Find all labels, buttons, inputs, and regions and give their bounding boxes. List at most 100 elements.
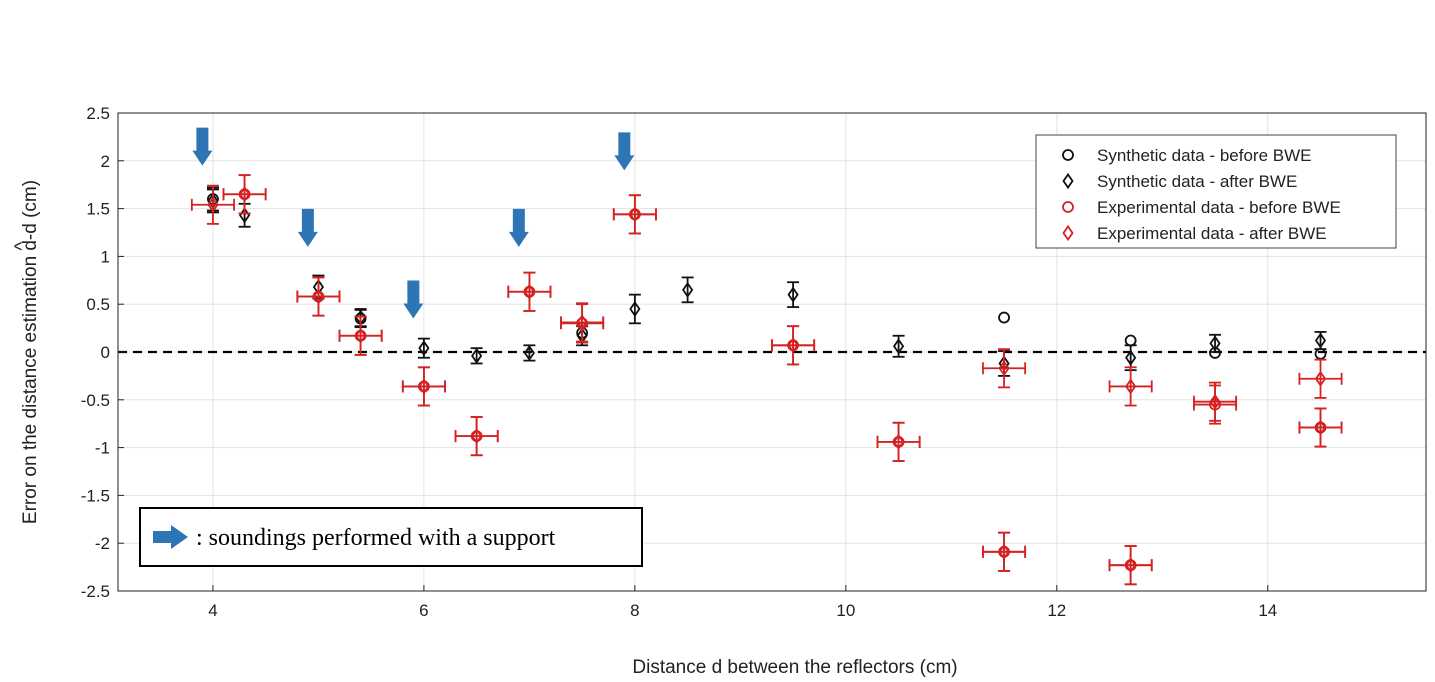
y-tick-label: 2 <box>101 152 110 171</box>
annotation-text: : soundings performed with a support <box>196 525 556 551</box>
diamond-marker <box>1125 349 1137 366</box>
data-point <box>296 276 341 317</box>
arrow-down-icon <box>403 280 424 319</box>
data-point <box>560 302 605 343</box>
data-point <box>507 271 552 312</box>
diamond-marker <box>682 281 694 298</box>
x-tick-label: 6 <box>419 601 428 620</box>
y-tick-label: 0 <box>101 343 110 362</box>
data-point <box>523 344 536 362</box>
y-tick-label: -2 <box>95 534 110 553</box>
y-tick-label: 1.5 <box>86 200 110 219</box>
diamond-marker <box>1314 419 1327 436</box>
diamond-marker <box>998 543 1010 560</box>
arrow-down-icon <box>297 208 318 247</box>
legend-item: Experimental data - before BWE <box>1062 198 1341 217</box>
legend-label: Synthetic data - after BWE <box>1097 172 1297 191</box>
x-tick-label: 8 <box>630 601 639 620</box>
diamond-marker <box>238 186 251 203</box>
diamond-marker <box>998 360 1010 377</box>
data-point <box>1108 545 1153 586</box>
arrow-right-icon <box>153 525 188 549</box>
x-tick-label: 10 <box>836 601 855 620</box>
diamond-marker <box>418 340 430 357</box>
legend-item: Synthetic data - after BWE <box>1062 172 1297 191</box>
circle-marker <box>1062 201 1074 213</box>
series-3 <box>190 174 1343 586</box>
legend-box <box>1035 134 1397 249</box>
data-point <box>1314 331 1327 351</box>
data-point <box>222 174 267 215</box>
legend-label: Experimental data - after BWE <box>1097 224 1327 243</box>
diamond-marker <box>1125 557 1137 574</box>
x-tick-label: 4 <box>208 601 217 620</box>
diamond-marker <box>471 428 483 445</box>
y-tick-label: -1.5 <box>81 486 110 505</box>
data-point <box>982 531 1027 572</box>
arrow-down-icon <box>192 127 213 166</box>
data-point <box>401 366 446 407</box>
legend: Synthetic data - before BWE Synthetic dat… <box>1035 134 1397 249</box>
diamond-marker <box>523 344 535 362</box>
x-axis-label: Distance d between the reflectors (cm) <box>632 657 957 678</box>
diamond-marker <box>787 286 799 303</box>
y-tick-label: -1 <box>95 439 110 458</box>
diamond-marker <box>1209 335 1221 352</box>
data-point <box>876 421 921 462</box>
diamond-marker <box>629 300 641 318</box>
diamond-marker <box>418 378 430 395</box>
arrow-down-icon <box>614 132 635 171</box>
legend-item: Synthetic data - before BWE <box>1062 146 1312 165</box>
data-point <box>982 348 1027 389</box>
diamond-marker <box>471 347 483 364</box>
data-point <box>612 194 657 235</box>
data-point <box>998 311 1010 324</box>
data-point <box>787 281 800 308</box>
data-point <box>1298 358 1343 399</box>
x-tick-label: 14 <box>1258 601 1277 620</box>
y-tick-label: 1 <box>101 247 110 266</box>
diamond-marker <box>892 338 905 355</box>
diamond-marker <box>1062 224 1074 242</box>
diamond-marker <box>1062 172 1074 190</box>
legend-label: Synthetic data - before BWE <box>1097 146 1312 165</box>
y-tick-label: -0.5 <box>81 391 110 410</box>
legend-label: Experimental data - before BWE <box>1097 198 1341 217</box>
data-point <box>470 347 483 365</box>
data-point <box>681 276 694 304</box>
support-arrows <box>192 127 635 319</box>
diamond-marker <box>1314 370 1327 387</box>
x-tick-label: 12 <box>1047 601 1066 620</box>
circle-marker <box>998 311 1010 324</box>
data-point <box>1298 407 1343 448</box>
data-point <box>1209 333 1222 353</box>
y-axis-label: Error on the distance estimation ^d-d (c… <box>12 180 41 524</box>
legend-item: Experimental data - after BWE <box>1062 224 1327 243</box>
diamond-marker <box>312 288 325 305</box>
data-point <box>1193 381 1238 422</box>
y-tick-label: -2.5 <box>81 582 110 601</box>
diamond-marker <box>1209 393 1221 410</box>
data-marks <box>190 174 1343 586</box>
circle-marker <box>1062 149 1074 161</box>
diamond-marker <box>576 314 588 331</box>
diamond-marker <box>787 337 799 354</box>
diamond-marker <box>1125 378 1137 395</box>
diamond-marker <box>355 327 367 344</box>
y-tick-label: 0.5 <box>86 295 110 314</box>
data-point <box>454 416 499 457</box>
data-point <box>771 325 816 366</box>
data-point <box>190 184 235 225</box>
data-point <box>1108 366 1153 407</box>
data-point <box>338 315 383 356</box>
diamond-marker <box>1314 332 1327 349</box>
diamond-marker <box>629 206 641 223</box>
axis-ticks: 4 6 8 10 12 14 -2.5 -2 -1.5 -1 -0.5 0 0.5 1 1.5 2 2.5 <box>81 104 1278 620</box>
data-point <box>892 334 905 358</box>
arrow-down-icon <box>508 208 529 247</box>
data-point <box>628 293 641 325</box>
diamond-marker <box>207 196 219 213</box>
y-tick-label: 2.5 <box>86 104 110 123</box>
diamond-marker <box>523 283 535 300</box>
